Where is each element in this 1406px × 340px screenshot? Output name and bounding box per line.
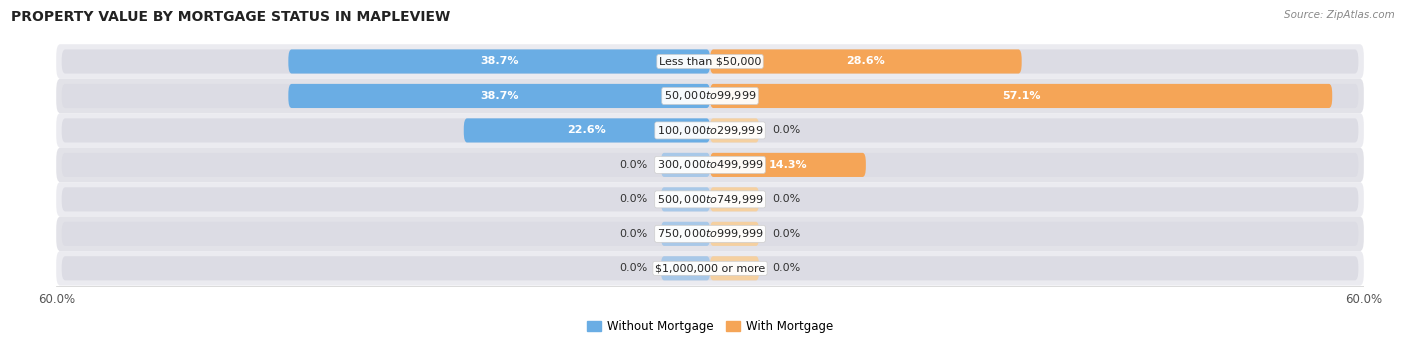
FancyBboxPatch shape xyxy=(710,256,759,280)
Text: 22.6%: 22.6% xyxy=(568,125,606,135)
FancyBboxPatch shape xyxy=(56,113,1364,148)
FancyBboxPatch shape xyxy=(56,79,1364,113)
FancyBboxPatch shape xyxy=(710,118,759,142)
FancyBboxPatch shape xyxy=(56,251,1364,286)
FancyBboxPatch shape xyxy=(62,187,1358,211)
Text: $100,000 to $299,999: $100,000 to $299,999 xyxy=(657,124,763,137)
Text: 57.1%: 57.1% xyxy=(1002,91,1040,101)
FancyBboxPatch shape xyxy=(710,187,759,211)
FancyBboxPatch shape xyxy=(62,84,1358,108)
FancyBboxPatch shape xyxy=(288,84,710,108)
Text: 0.0%: 0.0% xyxy=(620,194,648,204)
FancyBboxPatch shape xyxy=(288,49,710,73)
FancyBboxPatch shape xyxy=(56,182,1364,217)
FancyBboxPatch shape xyxy=(710,222,759,246)
Text: 14.3%: 14.3% xyxy=(769,160,807,170)
FancyBboxPatch shape xyxy=(464,118,710,142)
Text: 0.0%: 0.0% xyxy=(772,263,800,273)
Text: 0.0%: 0.0% xyxy=(620,263,648,273)
Text: 0.0%: 0.0% xyxy=(772,125,800,135)
Text: $300,000 to $499,999: $300,000 to $499,999 xyxy=(657,158,763,171)
Text: 0.0%: 0.0% xyxy=(620,160,648,170)
Text: $1,000,000 or more: $1,000,000 or more xyxy=(655,263,765,273)
FancyBboxPatch shape xyxy=(62,256,1358,280)
Text: Source: ZipAtlas.com: Source: ZipAtlas.com xyxy=(1284,10,1395,20)
Text: $500,000 to $749,999: $500,000 to $749,999 xyxy=(657,193,763,206)
FancyBboxPatch shape xyxy=(56,148,1364,182)
Text: 0.0%: 0.0% xyxy=(772,194,800,204)
FancyBboxPatch shape xyxy=(710,84,1333,108)
FancyBboxPatch shape xyxy=(62,49,1358,73)
FancyBboxPatch shape xyxy=(62,222,1358,246)
Text: 38.7%: 38.7% xyxy=(479,56,519,67)
Text: Less than $50,000: Less than $50,000 xyxy=(659,56,761,67)
FancyBboxPatch shape xyxy=(56,44,1364,79)
FancyBboxPatch shape xyxy=(56,217,1364,251)
FancyBboxPatch shape xyxy=(710,153,866,177)
Text: $750,000 to $999,999: $750,000 to $999,999 xyxy=(657,227,763,240)
FancyBboxPatch shape xyxy=(710,49,1022,73)
FancyBboxPatch shape xyxy=(661,187,710,211)
Legend: Without Mortgage, With Mortgage: Without Mortgage, With Mortgage xyxy=(582,315,838,338)
FancyBboxPatch shape xyxy=(661,222,710,246)
FancyBboxPatch shape xyxy=(62,118,1358,142)
FancyBboxPatch shape xyxy=(62,153,1358,177)
Text: 38.7%: 38.7% xyxy=(479,91,519,101)
Text: $50,000 to $99,999: $50,000 to $99,999 xyxy=(664,89,756,102)
Text: 28.6%: 28.6% xyxy=(846,56,886,67)
Text: 0.0%: 0.0% xyxy=(772,229,800,239)
FancyBboxPatch shape xyxy=(661,256,710,280)
Text: 0.0%: 0.0% xyxy=(620,229,648,239)
FancyBboxPatch shape xyxy=(661,153,710,177)
Text: PROPERTY VALUE BY MORTGAGE STATUS IN MAPLEVIEW: PROPERTY VALUE BY MORTGAGE STATUS IN MAP… xyxy=(11,10,450,24)
